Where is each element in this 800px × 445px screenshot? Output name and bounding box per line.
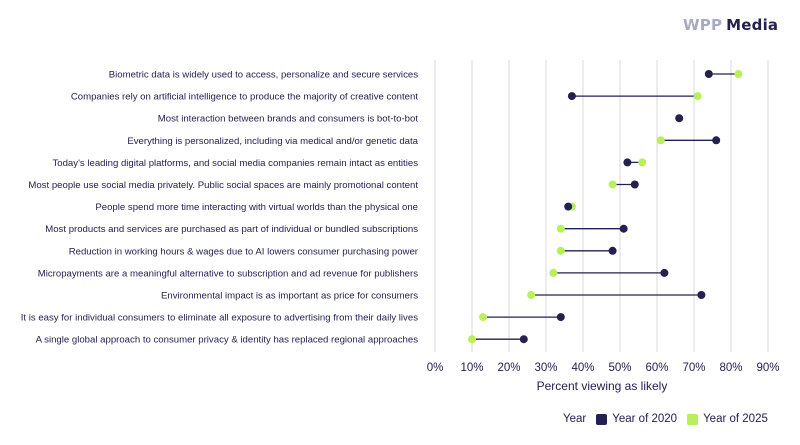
category-label: Most people use social media privately. … [28, 180, 418, 191]
x-tick-label: 10% [460, 362, 483, 374]
x-tick-labels: 0% 10% 20% 30% 40% 50% 60% 70% 80% 90% [427, 362, 780, 374]
legend-swatch-2025 [687, 413, 699, 425]
x-tick-label: 70% [682, 362, 705, 374]
point-2020 [704, 70, 713, 78]
point-2025 [549, 268, 558, 277]
category-label: Reduction in working hours & wages due t… [69, 246, 419, 257]
x-tick-label: 40% [571, 362, 594, 374]
point-2020 [556, 313, 565, 322]
point-2025 [734, 70, 743, 78]
category-label: People spend more time interacting with … [95, 202, 418, 213]
category-label: A single global approach to consumer pri… [36, 335, 419, 346]
category-label: It is easy for individual consumers to e… [21, 313, 418, 324]
logo-wpp: WPP [683, 16, 723, 34]
wpp-media-logo: WPP Media [683, 16, 778, 34]
category-label: Biometric data is widely used to access,… [109, 70, 418, 81]
x-tick-label: 60% [645, 362, 668, 374]
x-tick-label: 80% [719, 362, 742, 374]
logo-media: Media [726, 16, 779, 34]
category-label: Most interaction between brands and cons… [158, 114, 419, 125]
x-tick-label: 90% [756, 362, 779, 374]
point-2025 [693, 92, 702, 101]
data-marks [468, 70, 743, 344]
point-2025 [656, 136, 665, 145]
legend-title: Year [563, 413, 587, 425]
category-label: Environmental impact is as important as … [161, 291, 418, 302]
point-2025 [468, 335, 476, 344]
category-labels: Biometric data is widely used to access,… [21, 70, 419, 346]
point-2025 [479, 313, 488, 322]
point-2020 [608, 246, 617, 255]
x-tick-label: 50% [608, 362, 631, 374]
point-2020 [623, 158, 632, 167]
point-2020 [660, 268, 669, 277]
legend: Year Year of 2020 Year of 2025 [563, 413, 768, 425]
point-2020 [675, 114, 684, 123]
point-2020 [519, 335, 528, 344]
point-2020 [564, 202, 573, 211]
point-2025 [556, 246, 565, 255]
legend-item-2020: Year of 2020 [596, 413, 677, 425]
point-2025 [608, 180, 617, 189]
x-axis-title: Percent viewing as likely [537, 379, 668, 393]
x-tick-label: 30% [534, 362, 557, 374]
point-2025 [556, 224, 565, 233]
point-2020 [712, 136, 721, 145]
category-label: Everything is personalized, including vi… [127, 136, 418, 147]
point-2020 [619, 224, 628, 233]
x-tick-label: 20% [497, 362, 520, 374]
category-label: Micropayments are a meaningful alternati… [38, 268, 418, 279]
point-2025 [638, 158, 647, 167]
legend-item-2025: Year of 2025 [687, 413, 768, 425]
point-2020 [567, 92, 576, 101]
gridlines [434, 60, 769, 352]
legend-label-2020: Year of 2020 [612, 413, 678, 425]
category-label: Most products and services are purchased… [45, 224, 418, 235]
legend-label-2025: Year of 2025 [703, 413, 768, 425]
legend-swatch-2020 [596, 413, 608, 425]
point-2020 [697, 291, 706, 299]
category-label: Today's leading digital platforms, and s… [52, 158, 418, 169]
category-label: Companies rely on artificial intelligenc… [71, 92, 418, 103]
x-tick-label: 0% [427, 362, 444, 374]
point-2025 [527, 291, 536, 299]
point-2020 [630, 180, 639, 189]
